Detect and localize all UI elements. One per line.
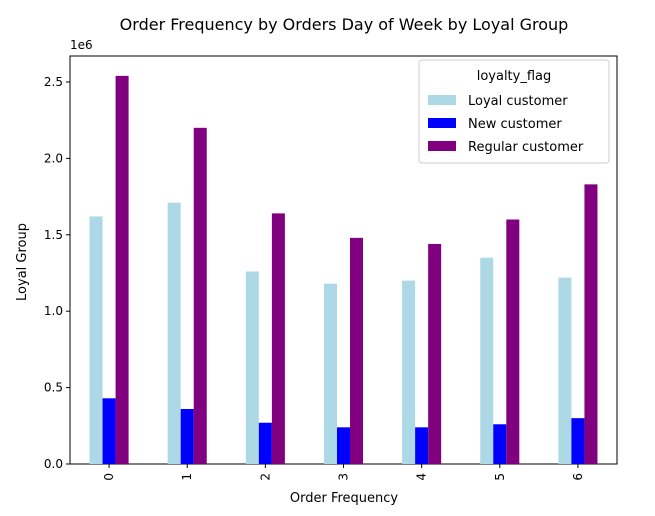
x-axis-ticks: 0 1 2 3 4 5 6 xyxy=(102,464,585,481)
y-tick-label: 0.5 xyxy=(44,381,63,395)
legend-frame xyxy=(418,59,610,164)
legend-label: New customer xyxy=(468,117,562,132)
bar-loyal-customer-0 xyxy=(89,216,103,464)
bar-regular-customer-1 xyxy=(193,127,207,464)
legend-items: Loyal customer New customer Regular custom… xyxy=(428,94,584,155)
legend-swatch xyxy=(428,95,456,105)
legend-swatch xyxy=(428,118,456,128)
y-tick-label: 2.0 xyxy=(44,151,63,165)
y-axis-offset-label: 1e6 xyxy=(70,38,93,52)
legend-label: Loyal customer xyxy=(468,94,568,109)
legend-title: loyalty_flag xyxy=(477,69,552,84)
bar-loyal-customer-6 xyxy=(558,277,572,464)
legend-swatch xyxy=(428,141,456,151)
bar-regular-customer-0 xyxy=(115,75,129,465)
x-axis-label: Order Frequency xyxy=(290,491,399,506)
chart-title: Order Frequency by Orders Day of Week by… xyxy=(120,15,569,34)
y-tick-label: 1.5 xyxy=(44,228,63,242)
bar-regular-customer-3 xyxy=(350,237,364,464)
y-tick-label: 0.0 xyxy=(44,457,63,471)
x-tick-label: 5 xyxy=(493,473,507,481)
bar-new-customer-2 xyxy=(258,422,272,464)
bar-loyal-customer-1 xyxy=(167,202,181,464)
y-tick-label: 2.5 xyxy=(44,75,63,89)
bar-new-customer-1 xyxy=(180,408,194,464)
y-axis-label: Loyal Group xyxy=(15,223,30,301)
bar-new-customer-6 xyxy=(571,418,585,464)
bars-group xyxy=(89,75,598,465)
bar-regular-customer-5 xyxy=(506,219,520,464)
bar-loyal-customer-3 xyxy=(323,283,337,464)
bar-regular-customer-6 xyxy=(584,184,598,465)
bar-loyal-customer-2 xyxy=(245,271,259,464)
bar-new-customer-0 xyxy=(102,398,116,464)
bar-new-customer-3 xyxy=(336,427,351,464)
x-tick-label: 6 xyxy=(571,473,585,481)
y-tick-label: 1.0 xyxy=(44,304,63,318)
y-axis-ticks: 0.0 0.5 1.0 1.5 2.0 2.5 xyxy=(44,75,70,471)
bar-regular-customer-4 xyxy=(428,243,442,464)
x-tick-label: 0 xyxy=(102,473,116,481)
bar-loyal-customer-5 xyxy=(480,257,494,464)
legend: loyalty_flag Loyal customer New customer R… xyxy=(418,59,610,164)
bar-loyal-customer-4 xyxy=(402,280,416,464)
x-tick-label: 1 xyxy=(180,473,194,481)
legend-label: Regular customer xyxy=(468,140,584,155)
bar-regular-customer-2 xyxy=(271,213,285,464)
x-tick-label: 4 xyxy=(415,473,429,481)
bar-new-customer-5 xyxy=(493,424,507,464)
x-tick-label: 2 xyxy=(258,473,272,481)
x-tick-label: 3 xyxy=(337,473,351,481)
bar-new-customer-4 xyxy=(415,427,429,464)
